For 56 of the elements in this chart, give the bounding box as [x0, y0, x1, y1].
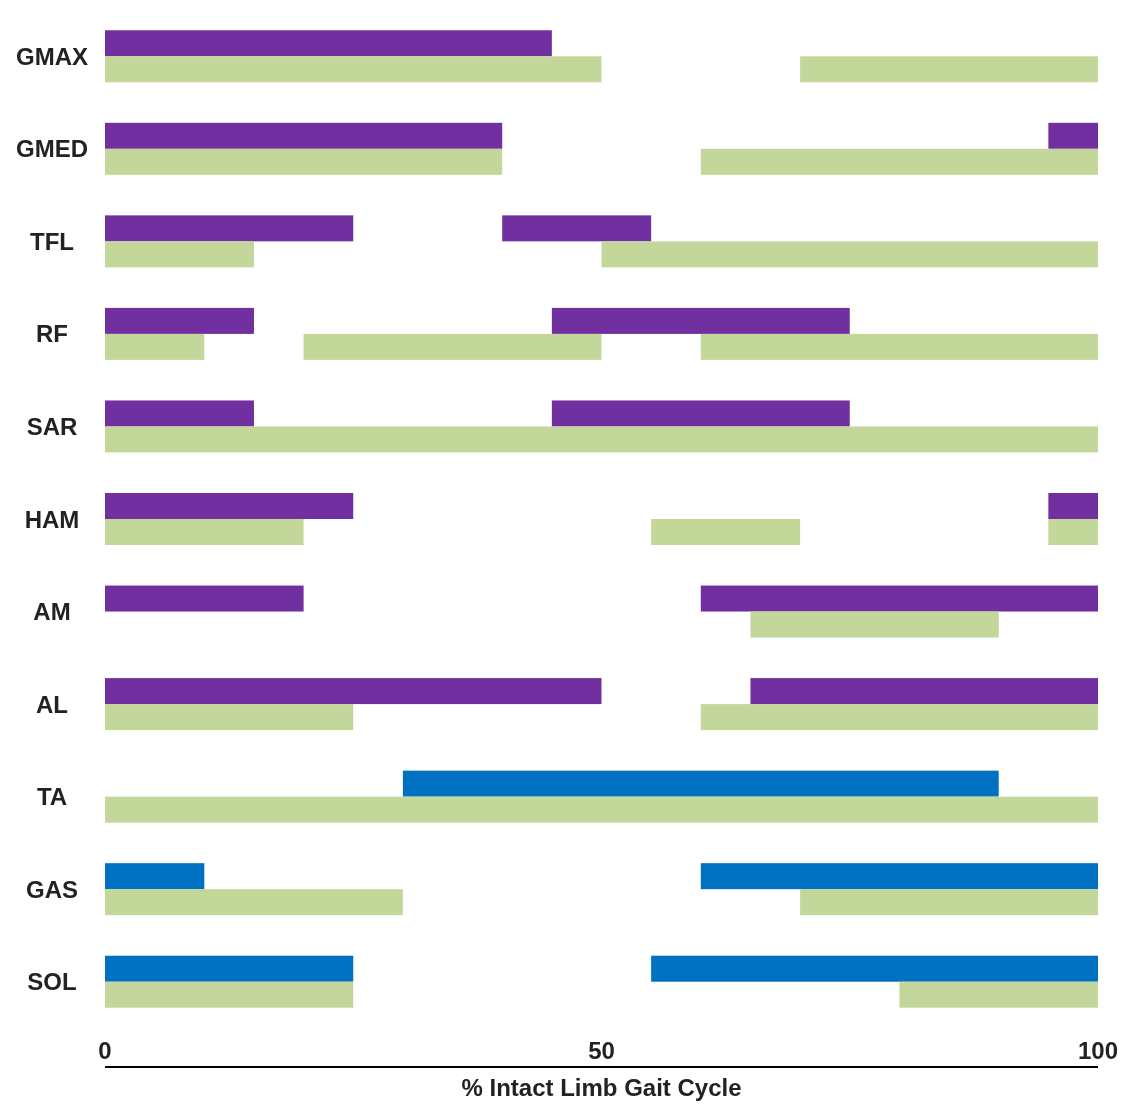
- y-tick-label: HAM: [24, 505, 80, 533]
- bar: [105, 704, 354, 731]
- bar: [899, 981, 1098, 1008]
- bar: [105, 585, 304, 612]
- bar: [105, 241, 254, 268]
- bar: [700, 863, 1098, 890]
- bar: [551, 400, 850, 427]
- y-tick-label: SAR: [26, 412, 78, 440]
- bar: [105, 400, 254, 427]
- bar: [105, 863, 205, 890]
- y-tick-label: AM: [33, 598, 71, 626]
- bar: [1048, 519, 1098, 545]
- bar: [105, 955, 354, 982]
- y-tick-label: GAS: [25, 875, 79, 903]
- bar: [105, 122, 503, 149]
- bar: [105, 889, 403, 916]
- bar: [105, 148, 503, 175]
- y-tick-label: TA: [36, 783, 68, 811]
- y-tick-label: TFL: [30, 227, 74, 255]
- bar: [700, 148, 1098, 175]
- bar: [1048, 493, 1098, 519]
- bar: [700, 704, 1098, 731]
- y-tick-label: AL: [36, 690, 68, 718]
- bar: [105, 426, 1098, 453]
- bar: [551, 307, 850, 334]
- bar: [402, 770, 999, 797]
- bar: [502, 215, 652, 242]
- bar: [800, 56, 1098, 83]
- bar: [105, 678, 602, 705]
- bar: [601, 241, 1098, 268]
- bar: [800, 889, 1098, 916]
- bar: [105, 215, 354, 242]
- bar: [105, 493, 354, 519]
- y-tick-label: GMED: [16, 135, 88, 163]
- bar: [105, 56, 602, 83]
- y-tick-label: RF: [36, 320, 68, 348]
- x-tick-label: 0: [98, 1037, 112, 1064]
- bar: [700, 333, 1098, 360]
- bar: [105, 796, 1098, 823]
- x-tick-label: 50: [588, 1037, 615, 1064]
- bar: [1048, 122, 1098, 149]
- bar: [303, 333, 602, 360]
- bar: [651, 955, 1098, 982]
- y-tick-label: SOL: [27, 968, 77, 996]
- bar: [105, 981, 354, 1008]
- bar: [105, 30, 552, 57]
- x-tick-label: 100: [1077, 1037, 1119, 1064]
- bar: [105, 519, 304, 545]
- x-axis-title: % Intact Limb Gait Cycle: [461, 1074, 742, 1101]
- bar: [105, 307, 254, 334]
- y-tick-label: GMAX: [16, 42, 88, 70]
- bar: [750, 678, 1098, 705]
- bar: [750, 611, 999, 638]
- bar: [105, 333, 205, 360]
- bar: [651, 519, 801, 545]
- bar: [700, 585, 1098, 612]
